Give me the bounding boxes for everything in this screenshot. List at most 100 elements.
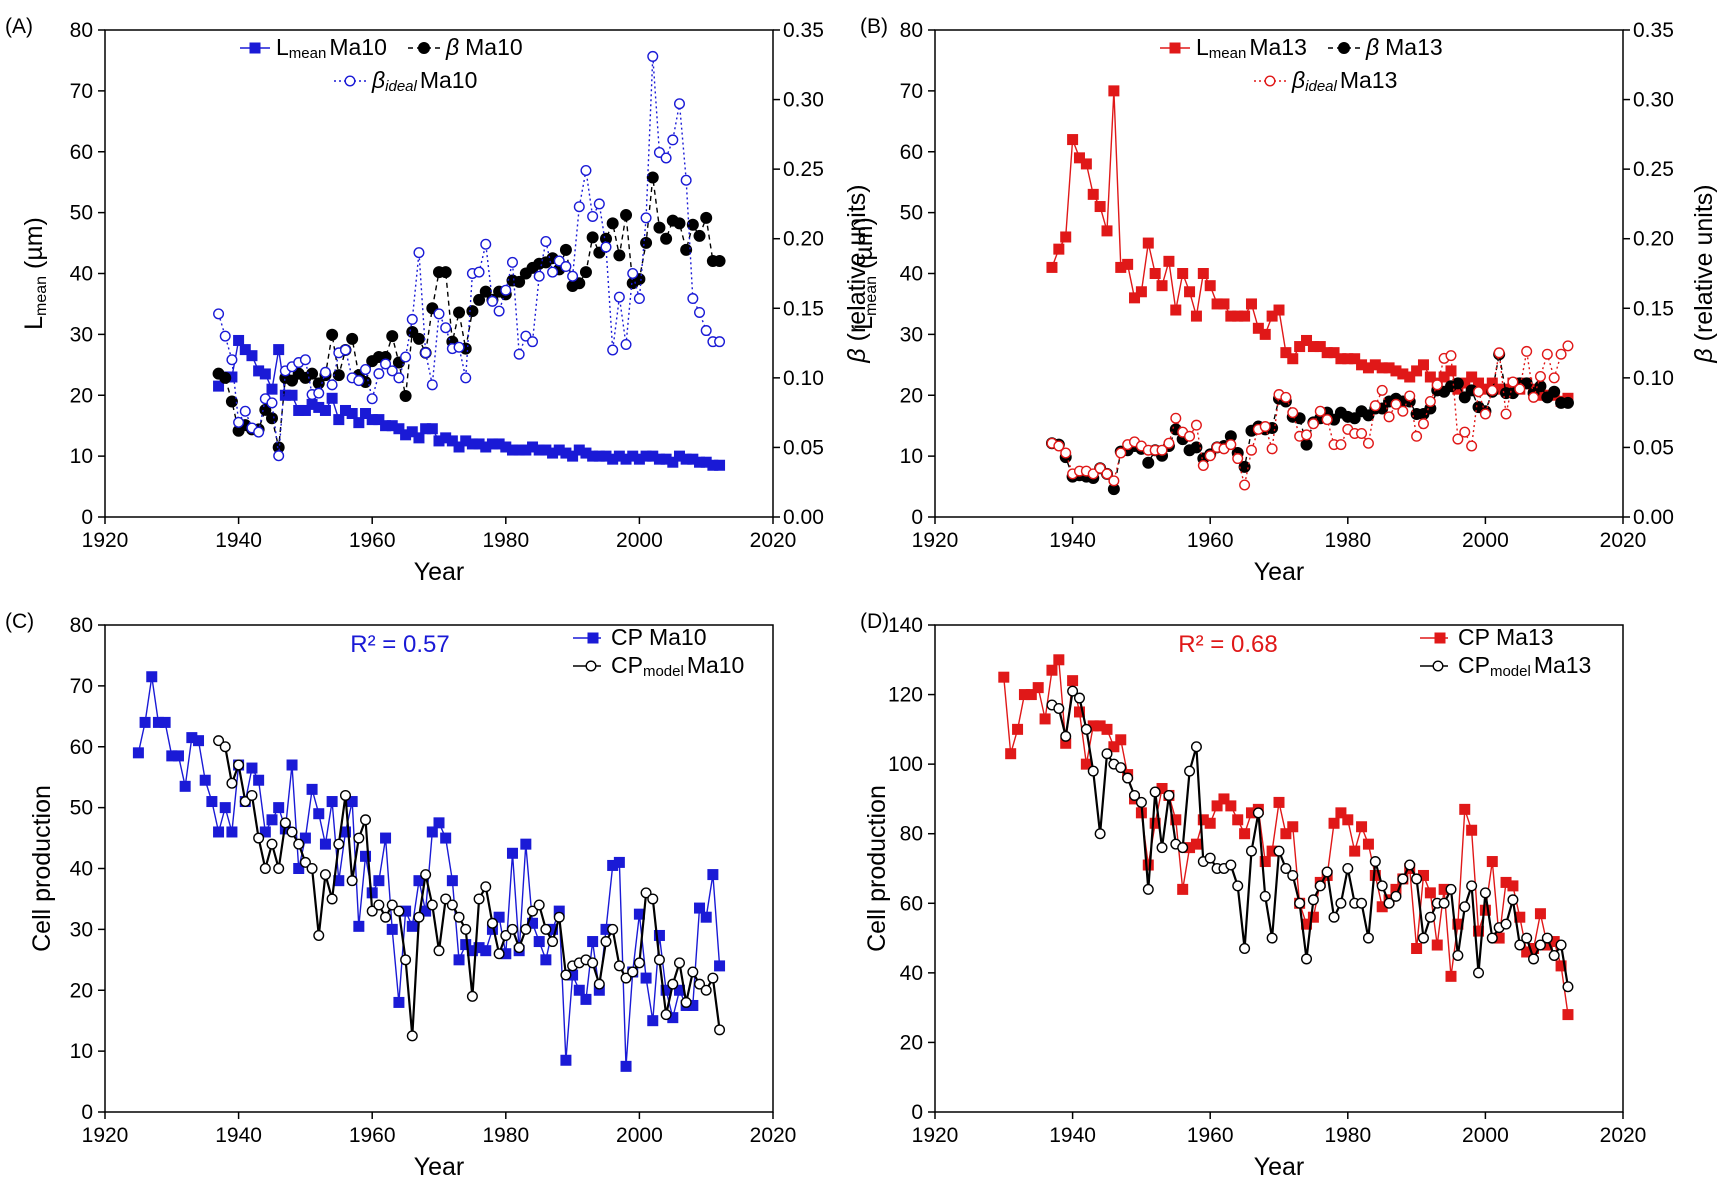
data-point: [1445, 365, 1457, 377]
data-point: [273, 344, 285, 356]
data-point: [1493, 347, 1505, 359]
y-right-tick-label: 0.20: [783, 228, 824, 251]
data-point: [406, 920, 418, 932]
data-point: [1287, 407, 1299, 419]
data-point: [380, 358, 392, 370]
data-point: [1417, 418, 1429, 430]
data-point: [1122, 258, 1134, 270]
y-tick-label: 80: [70, 19, 93, 42]
data-point: [473, 293, 486, 306]
data-point: [1101, 225, 1113, 237]
data-point: [1115, 762, 1127, 774]
x-tick-label: 1960: [1187, 529, 1234, 552]
data-point: [426, 899, 438, 911]
data-point: [1307, 894, 1319, 906]
y-right-axis-title-rest: (relative units): [1690, 184, 1718, 348]
data-point: [1356, 897, 1368, 909]
data-point: [286, 759, 298, 771]
data-point: [233, 334, 245, 346]
data-point: [1507, 880, 1519, 892]
data-point: [587, 210, 599, 222]
data-point: [707, 972, 719, 984]
data-point: [1507, 894, 1519, 906]
data-point: [299, 404, 311, 416]
data-point: [573, 984, 585, 996]
data-point: [587, 936, 599, 948]
data-point: [1170, 304, 1182, 316]
y-axis-title-main: Cell production: [863, 785, 891, 952]
data-point: [393, 905, 405, 917]
data-point: [1122, 772, 1134, 784]
data-point: [1466, 824, 1478, 836]
data-point: [1046, 664, 1058, 676]
data-point: [1156, 444, 1168, 456]
data-point: [213, 826, 225, 838]
x-axis-title: Year: [1254, 1153, 1305, 1181]
data-point: [1280, 347, 1292, 359]
y-right-tick-label: 0.30: [1633, 89, 1674, 112]
data-point: [1294, 897, 1306, 909]
data-point: [1356, 428, 1368, 440]
legend-tail: Ma10: [649, 624, 707, 650]
data-point: [647, 893, 659, 905]
data-point: [1101, 723, 1113, 735]
data-point: [633, 957, 645, 969]
data-point: [319, 404, 331, 416]
data-point: [673, 98, 685, 110]
data-point: [293, 863, 305, 874]
data-point: [413, 432, 425, 444]
data-point: [627, 268, 639, 280]
data-point: [998, 671, 1010, 683]
data-point: [1417, 932, 1429, 944]
data-point: [1555, 348, 1567, 360]
data-point: [646, 171, 659, 184]
data-point: [1404, 859, 1416, 871]
data-point: [1280, 828, 1292, 840]
x-tick-label: 1940: [215, 529, 262, 552]
data-point: [326, 392, 338, 404]
data-point: [1548, 372, 1560, 384]
data-point: [420, 869, 432, 881]
data-point: [1459, 901, 1471, 913]
data-point: [360, 850, 372, 862]
data-point: [533, 936, 545, 948]
data-point: [313, 808, 325, 820]
data-point: [506, 847, 518, 859]
data-point: [1225, 800, 1237, 812]
x-tick-label: 1980: [1324, 1124, 1371, 1147]
y-tick-label: 70: [70, 675, 93, 698]
data-point: [1459, 803, 1471, 815]
y-tick-label: 10: [70, 445, 93, 468]
data-point: [1053, 654, 1065, 666]
data-point: [1108, 741, 1120, 753]
data-point: [1204, 280, 1216, 292]
data-point: [393, 423, 405, 435]
legend-tail: Ma13: [1496, 624, 1554, 650]
data-point: [1486, 856, 1498, 868]
legend-marker: [344, 75, 356, 87]
data-point: [273, 802, 285, 814]
series-LmeanMa10: [213, 334, 726, 471]
data-point: [553, 911, 565, 923]
data-point: [1232, 880, 1244, 892]
data-point: [1135, 796, 1147, 808]
data-point: [607, 923, 619, 935]
data-point: [1473, 386, 1485, 398]
data-point: [1555, 960, 1567, 972]
data-point: [1383, 897, 1395, 909]
data-point: [1177, 883, 1189, 895]
y-right-tick-label: 0.35: [783, 19, 824, 42]
data-point: [1266, 443, 1278, 455]
data-point: [1541, 932, 1553, 944]
legend-main: L: [276, 34, 289, 60]
data-point: [453, 341, 465, 353]
data-point: [386, 330, 399, 343]
data-point: [547, 266, 559, 278]
legend-item: CP Ma10: [611, 624, 707, 650]
data-point: [286, 389, 298, 401]
y-tick-label: 80: [900, 19, 923, 42]
y-axis-title: Cell production: [28, 785, 56, 952]
legend-main: CP: [1458, 624, 1490, 650]
data-point: [1101, 468, 1113, 480]
